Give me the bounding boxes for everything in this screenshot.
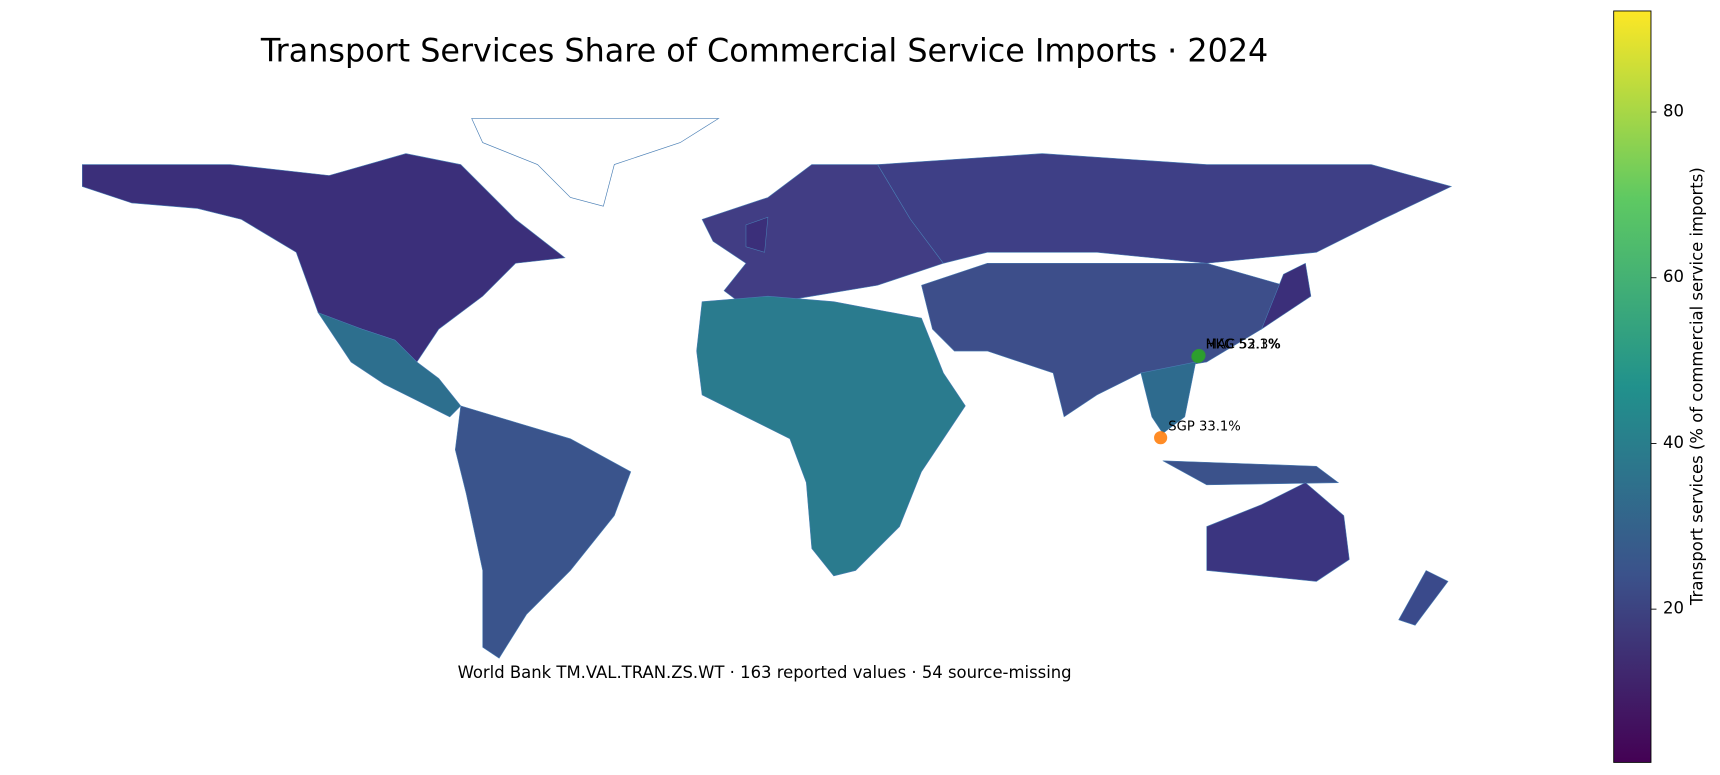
point-marker <box>1191 349 1205 364</box>
chart-title: Transport Services Share of Commercial S… <box>260 32 1268 70</box>
greenland <box>471 118 720 207</box>
north-america <box>82 153 566 363</box>
africa <box>696 295 966 577</box>
point-marker <box>1154 431 1168 445</box>
colorbar-tick-label: 20 <box>1663 599 1684 618</box>
indonesia <box>1162 460 1340 486</box>
new-zealand <box>1398 570 1449 626</box>
point-label: SGP 33.1% <box>1168 420 1240 435</box>
colorbar-label: Transport services (% of commercial serv… <box>1688 167 1707 606</box>
south-america <box>454 405 632 659</box>
southeast-asia <box>1140 361 1197 434</box>
central-america <box>317 312 462 418</box>
colorbar-tick-label: 60 <box>1663 267 1684 286</box>
annotated-points: HKG 53.1%MAC 52.3% SGP 33.1% <box>1154 337 1281 445</box>
point-label: HKG 53.1% <box>1206 337 1281 352</box>
map-canvas: Transport Services Share of Commercial S… <box>82 10 1707 763</box>
australia <box>1206 482 1350 582</box>
uk <box>745 216 769 253</box>
colorbar-tick-label: 80 <box>1663 102 1684 121</box>
colorbar: Transport services (% of commercial serv… <box>1613 10 1707 763</box>
north-asia <box>877 153 1453 264</box>
map-land <box>82 118 1453 659</box>
japan <box>1260 262 1312 330</box>
subtitle: World Bank TM.VAL.TRAN.ZS.WT · 163 repor… <box>458 663 1072 682</box>
colorbar-tick-label: 40 <box>1663 433 1684 452</box>
point-label: MAC 52.3% <box>1206 337 1281 352</box>
europe <box>701 164 944 308</box>
colorbar-gradient <box>1613 10 1652 763</box>
